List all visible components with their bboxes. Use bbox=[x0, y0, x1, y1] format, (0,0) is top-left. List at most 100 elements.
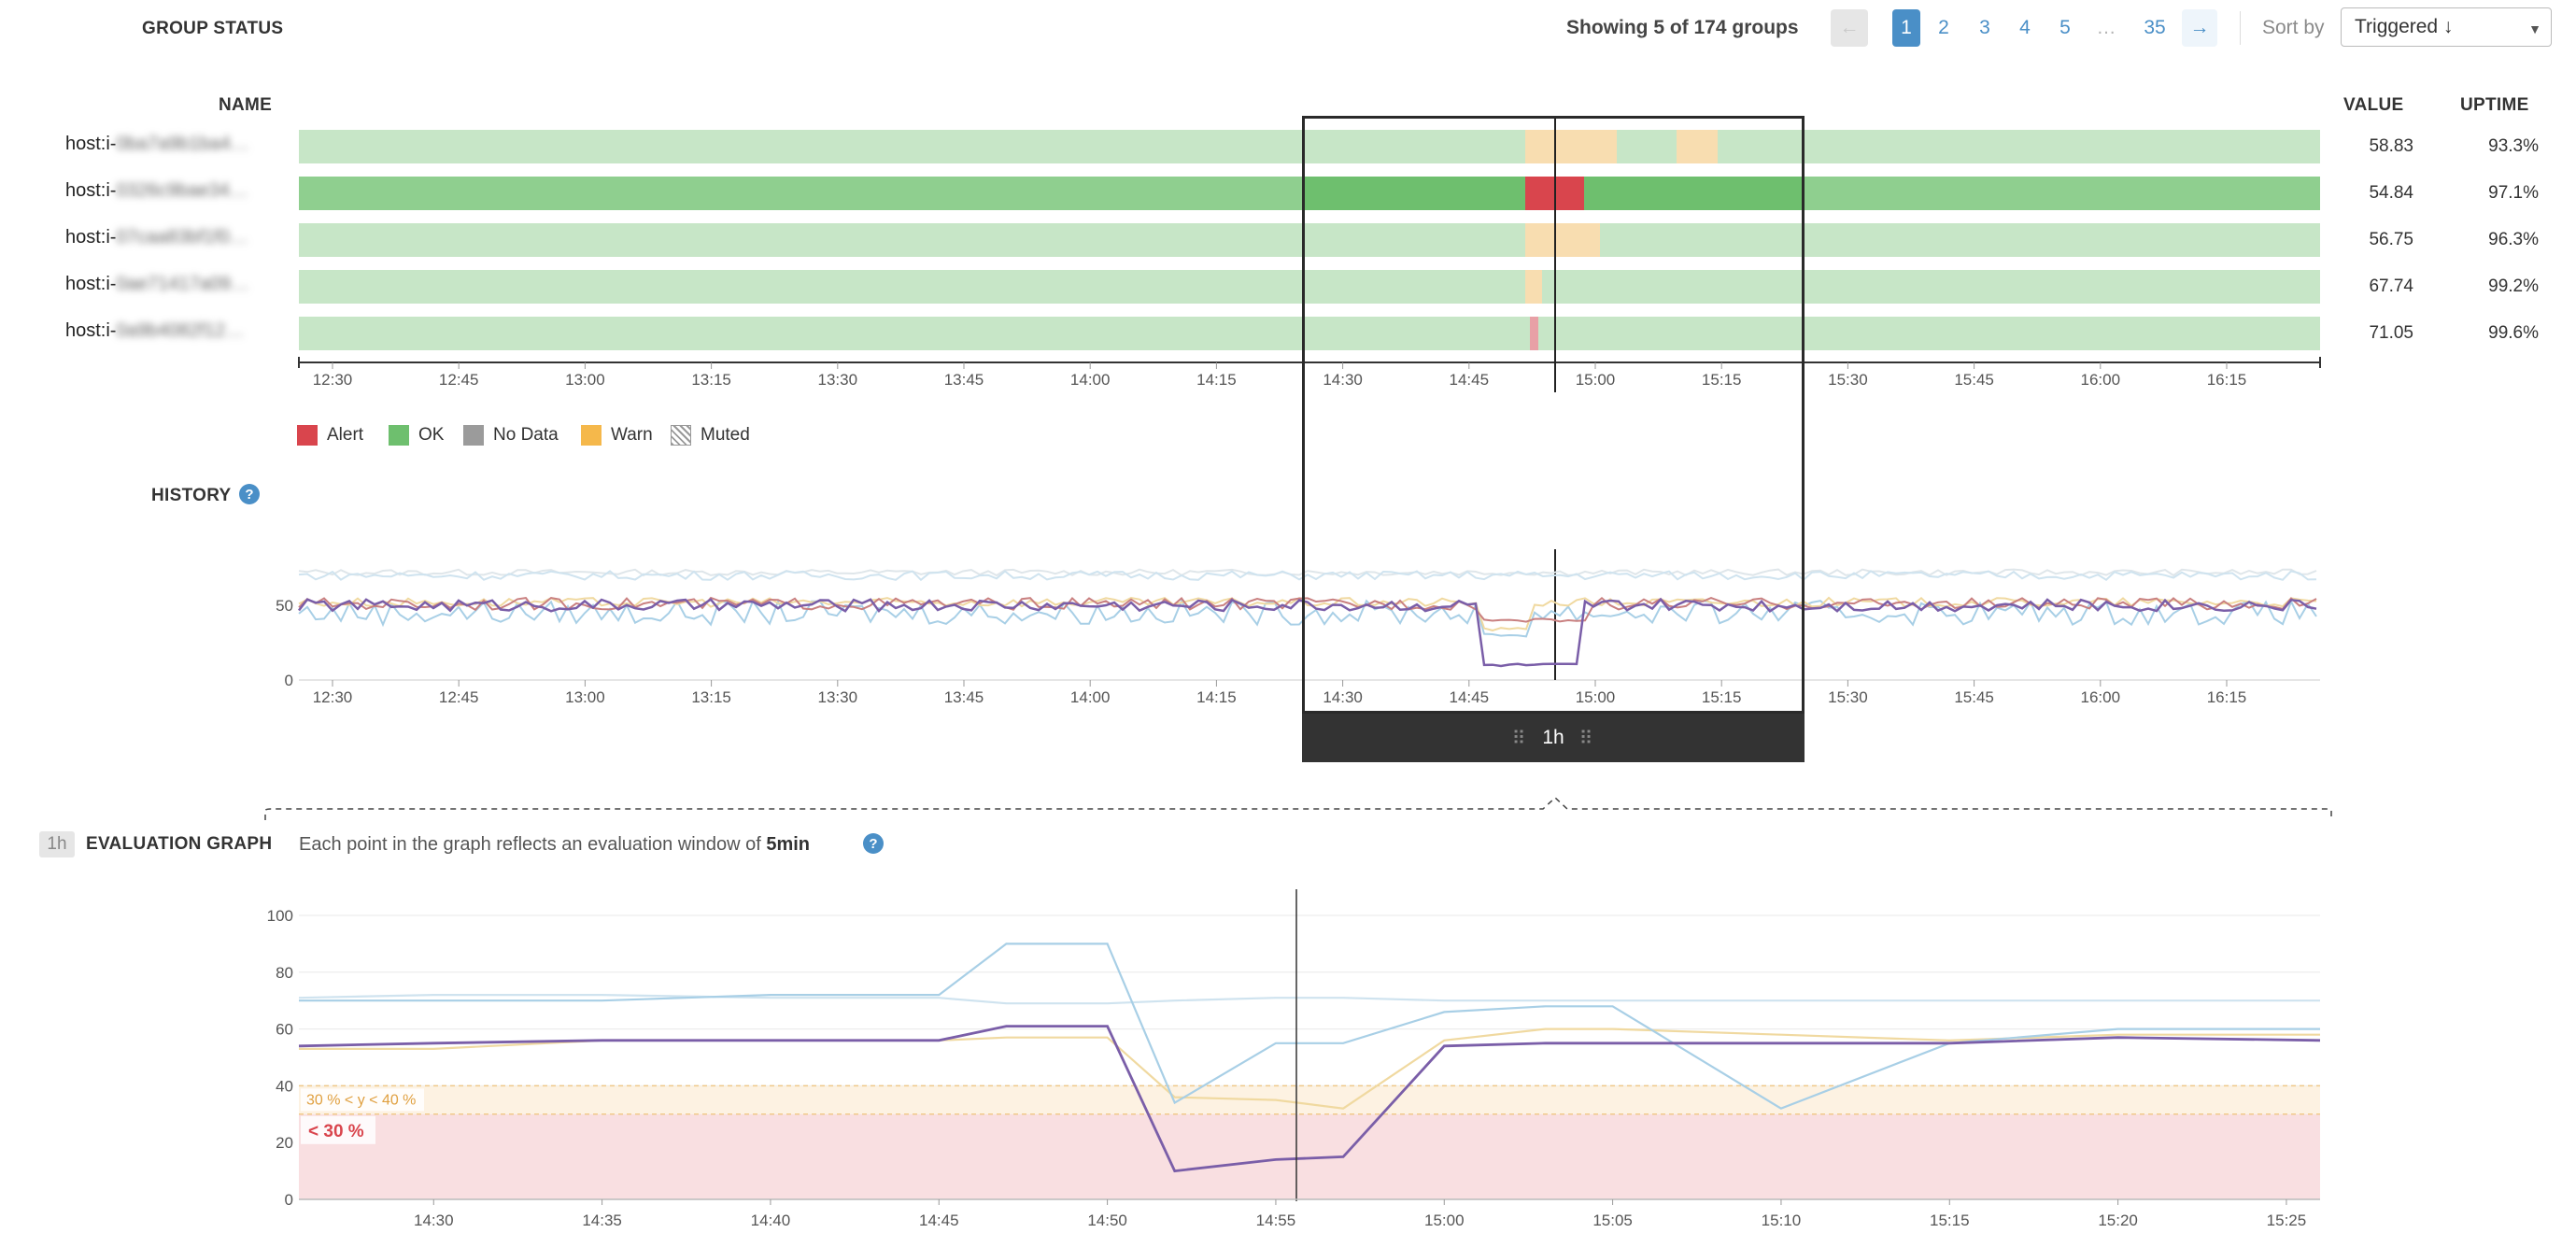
group-row-name[interactable]: host:i-0326c9bae34… bbox=[65, 180, 248, 201]
time-tick-label: 15:15 bbox=[1702, 371, 1742, 389]
time-tick-label: 13:15 bbox=[691, 371, 731, 389]
group-value: 71.05 bbox=[2369, 323, 2413, 343]
range-label: 1h bbox=[1542, 727, 1564, 748]
help-icon[interactable]: ? bbox=[863, 833, 884, 854]
page-35-button[interactable]: 35 bbox=[2144, 17, 2166, 38]
x-tick-label: 15:15 bbox=[1930, 1212, 1970, 1229]
status-timeline[interactable]: 12:30 12:45 13:00 13:15 13:30 13:45 14:00 14:15… bbox=[0, 0, 2576, 392]
page-1-button[interactable]: 1 bbox=[1892, 9, 1920, 47]
group-status-title: GROUP STATUS bbox=[142, 19, 284, 38]
group-uptime: 99.6% bbox=[2488, 323, 2539, 343]
history-line bbox=[298, 597, 2317, 668]
status-bar-row bbox=[299, 223, 2320, 257]
legend-swatch bbox=[671, 425, 691, 446]
time-tick-label: 14:15 bbox=[1196, 688, 1237, 706]
status-bar-row bbox=[299, 177, 2320, 210]
drag-handle-icon[interactable]: ⠿ bbox=[1511, 728, 1528, 749]
time-tick-label: 13:00 bbox=[565, 371, 605, 389]
y-tick-label: 0 bbox=[285, 1191, 293, 1209]
legend-alert: Alert bbox=[297, 425, 363, 446]
evaluation-series bbox=[298, 942, 2321, 1173]
sort-select[interactable]: Triggered ↓ ▼ bbox=[2341, 7, 2552, 47]
time-tick-label: 16:00 bbox=[2081, 688, 2121, 706]
legend-swatch bbox=[389, 425, 409, 446]
group-value: 54.84 bbox=[2369, 183, 2413, 203]
warn-band-label: 30 % < y < 40 % bbox=[306, 1092, 416, 1108]
range-selector-window[interactable] bbox=[1302, 116, 1805, 714]
legend-warn: Warn bbox=[581, 425, 653, 446]
time-tick-label: 15:00 bbox=[1576, 688, 1616, 706]
group-row-name[interactable]: host:i-0ba7a9b1ba4… bbox=[65, 134, 249, 154]
help-icon[interactable]: ? bbox=[239, 484, 260, 504]
time-tick-label: 13:30 bbox=[818, 688, 858, 706]
column-header-name: NAME bbox=[219, 95, 273, 115]
range-selector-handle[interactable]: ⠿ 1h ⠿ bbox=[1302, 714, 1805, 762]
legend-swatch bbox=[581, 425, 602, 446]
time-tick-label: 14:00 bbox=[1070, 371, 1111, 389]
group-value: 56.75 bbox=[2369, 230, 2413, 249]
time-tick-label: 14:30 bbox=[1323, 371, 1363, 389]
page-4-button[interactable]: 4 bbox=[2019, 17, 2031, 38]
evaluation-description: Each point in the graph reflects an eval… bbox=[299, 834, 811, 855]
evaluation-x-axis: 14:30 14:35 14:40 14:45 14:50 14:55 15:00 15:05… bbox=[299, 1198, 2320, 1229]
time-tick-label: 16:15 bbox=[2207, 371, 2247, 389]
legend-muted: Muted bbox=[671, 425, 750, 446]
time-tick-label: 15:15 bbox=[1702, 688, 1742, 706]
evaluation-series-line bbox=[298, 994, 2320, 1005]
sort-value: Triggered ↓ bbox=[2355, 16, 2454, 37]
y-tick-label: 40 bbox=[276, 1077, 293, 1095]
history-line bbox=[298, 599, 2317, 638]
x-tick-label: 14:55 bbox=[1256, 1212, 1296, 1229]
time-tick-label: 15:30 bbox=[1828, 371, 1868, 389]
legend-no-data: No Data bbox=[463, 425, 559, 446]
group-uptime: 99.2% bbox=[2488, 276, 2539, 296]
history-chart[interactable]: 50 0 12:30 12:45 13:00 13:15 13:30 13:45 14:00… bbox=[0, 523, 2576, 710]
evaluation-chart[interactable]: 30 % < y < 40 % < 30 % 100 80 60 40 20 0 14:3… bbox=[0, 878, 2576, 1233]
evaluation-series-line bbox=[299, 942, 2320, 1110]
prev-page-button[interactable]: ← bbox=[1831, 9, 1868, 47]
legend-swatch bbox=[297, 425, 318, 446]
alert-band-label: < 30 % bbox=[308, 1122, 364, 1141]
x-tick-label: 15:10 bbox=[1762, 1212, 1802, 1229]
alert-band-label-bg bbox=[301, 1115, 375, 1144]
y-tick-label: 20 bbox=[276, 1134, 293, 1152]
page-3-button[interactable]: 3 bbox=[1979, 17, 1990, 38]
evaluation-graph-title: EVALUATION GRAPH bbox=[86, 834, 273, 854]
page-2-button[interactable]: 2 bbox=[1938, 17, 1949, 38]
x-tick-label: 15:05 bbox=[1592, 1212, 1633, 1229]
time-axis-history: 12:30 12:45 13:00 13:15 13:30 13:45 14:00 14:15… bbox=[313, 680, 2246, 706]
history-line bbox=[298, 570, 2317, 582]
group-row-name[interactable]: host:i-0ae71417a09… bbox=[65, 274, 249, 294]
time-tick-label: 15:30 bbox=[1828, 688, 1868, 706]
time-tick-label: 12:30 bbox=[313, 371, 353, 389]
time-tick-label: 13:15 bbox=[691, 688, 731, 706]
history-series bbox=[298, 568, 2317, 668]
group-row-name[interactable]: host:i-07caa83bf1f0… bbox=[65, 227, 248, 248]
x-tick-label: 14:40 bbox=[751, 1212, 791, 1229]
alert-threshold-band bbox=[299, 1113, 2320, 1199]
history-y-tick: 0 bbox=[285, 672, 293, 689]
status-bar-row bbox=[299, 317, 2320, 350]
page-5-button[interactable]: 5 bbox=[2059, 17, 2071, 38]
column-header-value: VALUE bbox=[2343, 95, 2404, 115]
time-tick-label: 13:45 bbox=[944, 371, 984, 389]
status-bar-row bbox=[299, 130, 2320, 163]
showing-count: Showing 5 of 174 groups bbox=[1566, 17, 1799, 38]
drag-handle-icon[interactable]: ⠿ bbox=[1578, 728, 1595, 749]
x-tick-label: 14:35 bbox=[582, 1212, 622, 1229]
time-tick-label: 12:30 bbox=[313, 688, 353, 706]
time-tick-label: 13:00 bbox=[565, 688, 605, 706]
time-tick-label: 16:00 bbox=[2081, 371, 2121, 389]
warn-threshold-band bbox=[299, 1085, 2320, 1114]
time-tick-label: 13:30 bbox=[818, 371, 858, 389]
time-tick-label: 12:45 bbox=[439, 371, 479, 389]
group-row-name[interactable]: host:i-0a9b4082f12… bbox=[65, 320, 245, 341]
evaluation-y-axis: 100 80 60 40 20 0 bbox=[267, 907, 293, 1209]
time-tick-label: 14:45 bbox=[1450, 688, 1490, 706]
x-tick-label: 14:30 bbox=[414, 1212, 454, 1229]
chevron-down-icon: ▼ bbox=[2528, 21, 2541, 36]
next-page-button[interactable]: → bbox=[2182, 9, 2217, 47]
group-value: 58.83 bbox=[2369, 136, 2413, 156]
time-tick-label: 14:15 bbox=[1196, 371, 1237, 389]
legend-ok: OK bbox=[389, 425, 444, 446]
